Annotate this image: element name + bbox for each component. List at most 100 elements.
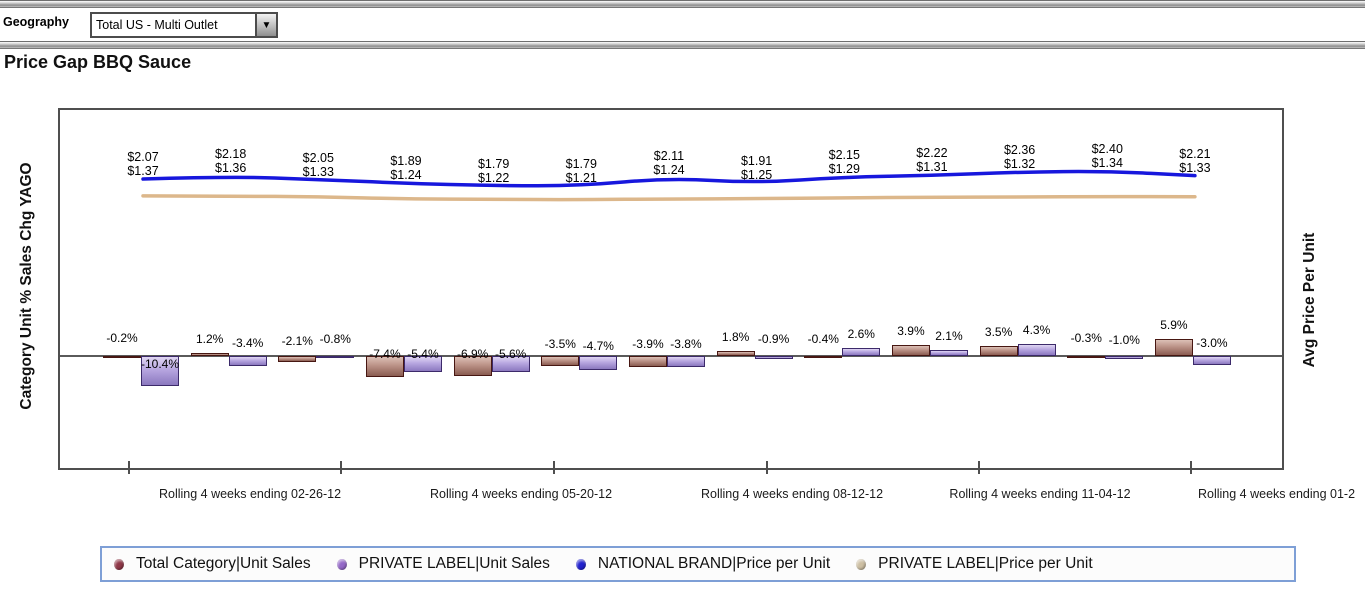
bar-private-label [754,356,793,359]
bar-value-label: -10.4% [140,357,180,371]
price-label-national-brand: $2.36 [1003,143,1036,158]
bar-total-category [453,356,492,376]
legend-marker-icon [575,558,586,570]
price-label-private-label: $1.31 [916,160,948,175]
legend-marker-icon [856,558,867,570]
price-label-national-brand: $2.07 [127,150,159,165]
bar-value-label: -0.9% [757,332,790,347]
plot-area [58,108,1284,470]
legend-label: PRIVATE LABEL|Unit Sales [358,555,550,572]
price-label-private-label: $1.33 [1179,160,1211,175]
bar-private-label [141,356,179,387]
bar-value-label: -3.8% [670,337,702,352]
bar-value-label: -7.4% [369,347,401,361]
price-label-national-brand: $2.05 [302,150,334,165]
bar-value-label: 2.6% [847,327,875,342]
page-title: Price Gap BBQ Sauce [4,52,192,72]
legend-item: NATIONAL BRAND|Price per Unit [575,555,831,573]
legend-marker-icon [336,558,347,570]
geography-label: Geography [3,15,69,29]
bar-value-label: 3.9% [897,323,925,338]
chart-legend: Total Category|Unit Sales PRIVATE LABEL|U… [100,546,1296,582]
legend-label: NATIONAL BRAND|Price per Unit [597,555,831,572]
price-label-national-brand: $1.79 [477,156,510,171]
geography-dropdown[interactable]: Total US - Multi Outlet ▼ [90,12,278,38]
bar-value-label: -3.5% [544,336,576,351]
bar-total-category [804,356,843,358]
price-label-national-brand: $1.89 [390,154,422,169]
bar-total-category [1154,338,1193,356]
top-divider-bar [0,0,1365,8]
bar-private-label [316,356,355,359]
bar-total-category [190,352,229,356]
bar-value-label: 2.1% [935,328,963,343]
bar-value-label: -5.6% [494,347,527,361]
x-axis-tick [340,461,342,474]
price-label-private-label: $1.36 [215,161,247,176]
x-axis-label: Rolling 4 weeks ending 01-2 [1198,487,1356,501]
header-divider-bar [0,41,1365,49]
bar-private-label [842,348,881,356]
bar-total-category [891,344,930,356]
bar-total-category [365,356,404,378]
bar-value-label: -2.1% [281,334,313,349]
bar-private-label [666,356,705,368]
bar-value-label: 5.9% [1160,317,1188,332]
bar-value-label: -1.0% [1108,332,1140,347]
bar-value-label: -3.4% [231,336,264,351]
legend-item: PRIVATE LABEL|Price per Unit [856,555,1093,573]
x-axis-label: Rolling 4 weeks ending 05-20-12 [429,487,613,501]
bar-value-label: 3.5% [984,324,1013,339]
bar-total-category [103,356,141,358]
x-axis-label: Rolling 4 weeks ending 08-12-12 [700,487,884,501]
bar-private-label [228,356,267,366]
price-label-national-brand: $2.15 [828,148,860,163]
price-label-national-brand: $2.40 [1091,142,1123,157]
left-axis-title: Category Unit % Sales Chg YAGO [18,162,35,410]
price-label-national-brand: $1.91 [740,153,773,168]
bar-private-label [1017,343,1056,356]
bar-total-category [979,345,1018,356]
bar-total-category [541,356,580,367]
bar-private-label [403,356,442,372]
bar-private-label [579,356,618,370]
bar-value-label: -3.9% [632,337,664,352]
price-label-private-label: $1.33 [302,164,334,179]
x-axis-tick [766,461,768,474]
bar-value-label: -5.4% [407,347,439,361]
x-axis-label: Rolling 4 weeks ending 02-26-12 [158,487,342,501]
bar-private-label [1105,356,1144,359]
bar-total-category [628,356,667,368]
bar-value-label: -0.4% [807,331,839,346]
legend-marker-icon [114,558,124,570]
price-label-private-label: $1.29 [828,162,860,177]
geography-dropdown-value: Total US - Multi Outlet [96,18,218,32]
dropdown-arrow-icon[interactable]: ▼ [255,14,276,36]
price-label-private-label: $1.21 [565,170,597,185]
bar-total-category [1067,356,1106,358]
price-label-private-label: $1.24 [390,168,422,183]
bar-private-label [929,349,968,356]
legend-label: PRIVATE LABEL|Price per Unit [878,555,1093,572]
price-label-private-label: $1.24 [653,163,685,178]
price-label-national-brand: $2.11 [653,149,685,164]
bar-value-label: 1.2% [195,331,224,346]
bar-value-label: -0.2% [106,331,138,346]
bar-value-label: -4.7% [582,338,614,353]
price-label-private-label: $1.32 [1003,157,1036,172]
x-axis-label: Rolling 4 weeks ending 11-04-12 [949,487,1131,501]
price-label-national-brand: $2.21 [1179,146,1211,161]
bar-value-label: 1.8% [721,329,750,344]
x-axis-tick [1190,461,1192,474]
x-axis-tick [553,461,555,474]
bar-private-label [491,356,530,373]
legend-item: PRIVATE LABEL|Unit Sales [336,555,550,573]
legend-label: Total Category|Unit Sales [136,555,311,572]
bar-value-label: 4.3% [1022,322,1051,337]
price-label-private-label: $1.22 [477,170,510,185]
bar-private-label [1192,356,1231,365]
price-label-national-brand: $2.18 [215,147,247,162]
bar-total-category [716,350,755,356]
price-label-national-brand: $1.79 [565,156,597,171]
price-label-national-brand: $2.22 [916,146,948,161]
